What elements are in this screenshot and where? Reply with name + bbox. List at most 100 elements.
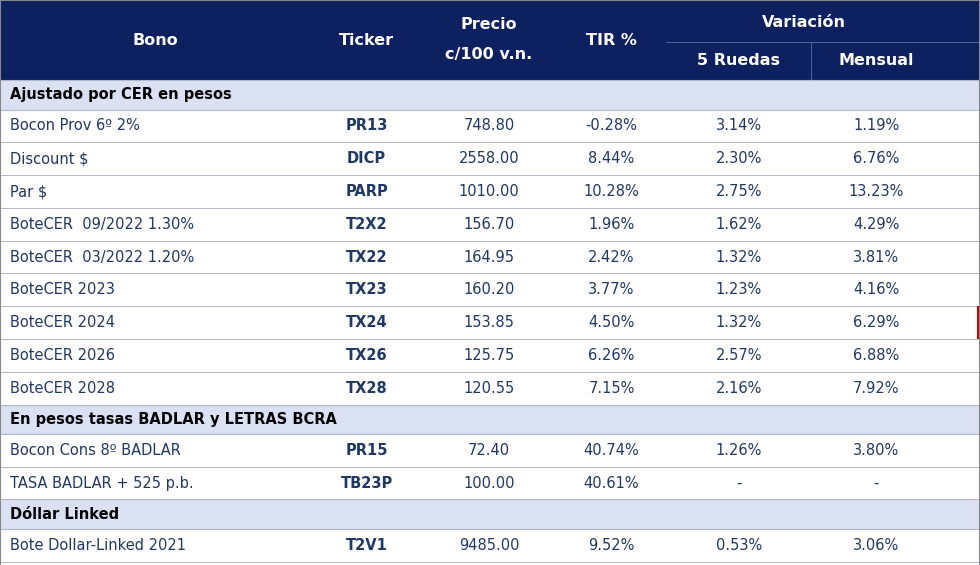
Text: -0.28%: -0.28%: [586, 119, 637, 133]
Bar: [0, 0, 980, 80]
Text: Ajustado por CER en pesos: Ajustado por CER en pesos: [10, 88, 231, 102]
Text: Bocon Prov 6º 2%: Bocon Prov 6º 2%: [10, 119, 140, 133]
Text: Mensual: Mensual: [838, 54, 914, 68]
Bar: [0, 499, 980, 529]
Text: Bote Dollar-Linked 2021: Bote Dollar-Linked 2021: [10, 538, 186, 553]
Text: 1.96%: 1.96%: [588, 217, 635, 232]
Text: BoteCER 2026: BoteCER 2026: [10, 348, 115, 363]
Text: c/100 v.n.: c/100 v.n.: [445, 47, 533, 62]
Bar: [0, 467, 980, 499]
Text: 4.29%: 4.29%: [853, 217, 900, 232]
Bar: [0, 562, 980, 565]
Text: TASA BADLAR + 525 p.b.: TASA BADLAR + 525 p.b.: [10, 476, 193, 490]
Text: 7.92%: 7.92%: [853, 381, 900, 395]
Text: Ticker: Ticker: [339, 33, 394, 47]
Text: BoteCER 2023: BoteCER 2023: [10, 282, 115, 297]
Text: Bono: Bono: [133, 33, 178, 47]
Text: 3.77%: 3.77%: [588, 282, 635, 297]
Text: 164.95: 164.95: [464, 250, 514, 264]
Text: 6.76%: 6.76%: [853, 151, 900, 166]
Text: T2X2: T2X2: [346, 217, 387, 232]
Text: 1.19%: 1.19%: [853, 119, 900, 133]
Text: 2.42%: 2.42%: [588, 250, 635, 264]
Text: 1.32%: 1.32%: [715, 250, 762, 264]
Text: Dóllar Linked: Dóllar Linked: [10, 507, 119, 521]
Text: 13.23%: 13.23%: [849, 184, 904, 199]
Text: 7.15%: 7.15%: [588, 381, 635, 395]
Text: Precio: Precio: [461, 16, 517, 32]
Text: PR13: PR13: [345, 119, 388, 133]
Bar: [0, 142, 980, 175]
Bar: [0, 339, 980, 372]
Text: 4.16%: 4.16%: [853, 282, 900, 297]
Text: -: -: [736, 476, 742, 490]
Text: 125.75: 125.75: [464, 348, 514, 363]
Text: 748.80: 748.80: [464, 119, 514, 133]
Text: 2.75%: 2.75%: [715, 184, 762, 199]
Text: TX23: TX23: [346, 282, 387, 297]
Text: 40.74%: 40.74%: [584, 443, 639, 458]
Text: 40.61%: 40.61%: [584, 476, 639, 490]
Text: BoteCER 2024: BoteCER 2024: [10, 315, 115, 330]
Bar: [0, 372, 980, 405]
Text: 120.55: 120.55: [464, 381, 514, 395]
Text: 3.81%: 3.81%: [853, 250, 900, 264]
Text: 9.52%: 9.52%: [588, 538, 635, 553]
Text: 1010.00: 1010.00: [459, 184, 519, 199]
Text: T2V1: T2V1: [346, 538, 387, 553]
Text: 72.40: 72.40: [468, 443, 510, 458]
Bar: [0, 273, 980, 306]
Text: 6.88%: 6.88%: [853, 348, 900, 363]
Bar: [0, 110, 980, 142]
Bar: [0, 529, 980, 562]
Text: Bocon Cons 8º BADLAR: Bocon Cons 8º BADLAR: [10, 443, 180, 458]
Bar: [0, 175, 980, 208]
Bar: [977, 306, 980, 339]
Text: 9485.00: 9485.00: [459, 538, 519, 553]
Text: 4.50%: 4.50%: [588, 315, 635, 330]
Bar: [0, 434, 980, 467]
Text: 6.26%: 6.26%: [588, 348, 635, 363]
Bar: [0, 80, 980, 110]
Text: En pesos tasas BADLAR y LETRAS BCRA: En pesos tasas BADLAR y LETRAS BCRA: [10, 412, 337, 427]
Text: 5 Ruedas: 5 Ruedas: [698, 54, 780, 68]
Text: DICP: DICP: [347, 151, 386, 166]
Text: 160.20: 160.20: [464, 282, 514, 297]
Text: 6.29%: 6.29%: [853, 315, 900, 330]
Text: 1.26%: 1.26%: [715, 443, 762, 458]
Text: 1.32%: 1.32%: [715, 315, 762, 330]
Text: Par $: Par $: [10, 184, 47, 199]
Text: -: -: [873, 476, 879, 490]
Bar: [0, 405, 980, 434]
Text: 100.00: 100.00: [464, 476, 514, 490]
Bar: [0, 241, 980, 273]
Text: 153.85: 153.85: [464, 315, 514, 330]
Text: TB23P: TB23P: [340, 476, 393, 490]
Text: BoteCER  03/2022 1.20%: BoteCER 03/2022 1.20%: [10, 250, 194, 264]
Text: BoteCER 2028: BoteCER 2028: [10, 381, 115, 395]
Text: 2.57%: 2.57%: [715, 348, 762, 363]
Text: 2.30%: 2.30%: [715, 151, 762, 166]
Text: TX28: TX28: [346, 381, 387, 395]
Text: Discount $: Discount $: [10, 151, 88, 166]
Text: 2558.00: 2558.00: [459, 151, 519, 166]
Text: BoteCER  09/2022 1.30%: BoteCER 09/2022 1.30%: [10, 217, 194, 232]
Text: 156.70: 156.70: [464, 217, 514, 232]
Text: 2.16%: 2.16%: [715, 381, 762, 395]
Text: 0.53%: 0.53%: [715, 538, 762, 553]
Bar: [0, 306, 980, 339]
Text: 8.44%: 8.44%: [588, 151, 635, 166]
Text: PR15: PR15: [345, 443, 388, 458]
Text: TX24: TX24: [346, 315, 387, 330]
Text: 3.80%: 3.80%: [853, 443, 900, 458]
Text: 10.28%: 10.28%: [584, 184, 639, 199]
Text: 1.23%: 1.23%: [715, 282, 762, 297]
Text: TX26: TX26: [346, 348, 387, 363]
Text: TIR %: TIR %: [586, 33, 637, 47]
Text: 1.62%: 1.62%: [715, 217, 762, 232]
Text: 3.14%: 3.14%: [715, 119, 762, 133]
Bar: [0, 208, 980, 241]
Text: TX22: TX22: [346, 250, 387, 264]
Text: PARP: PARP: [345, 184, 388, 199]
Text: Variación: Variación: [761, 15, 846, 30]
